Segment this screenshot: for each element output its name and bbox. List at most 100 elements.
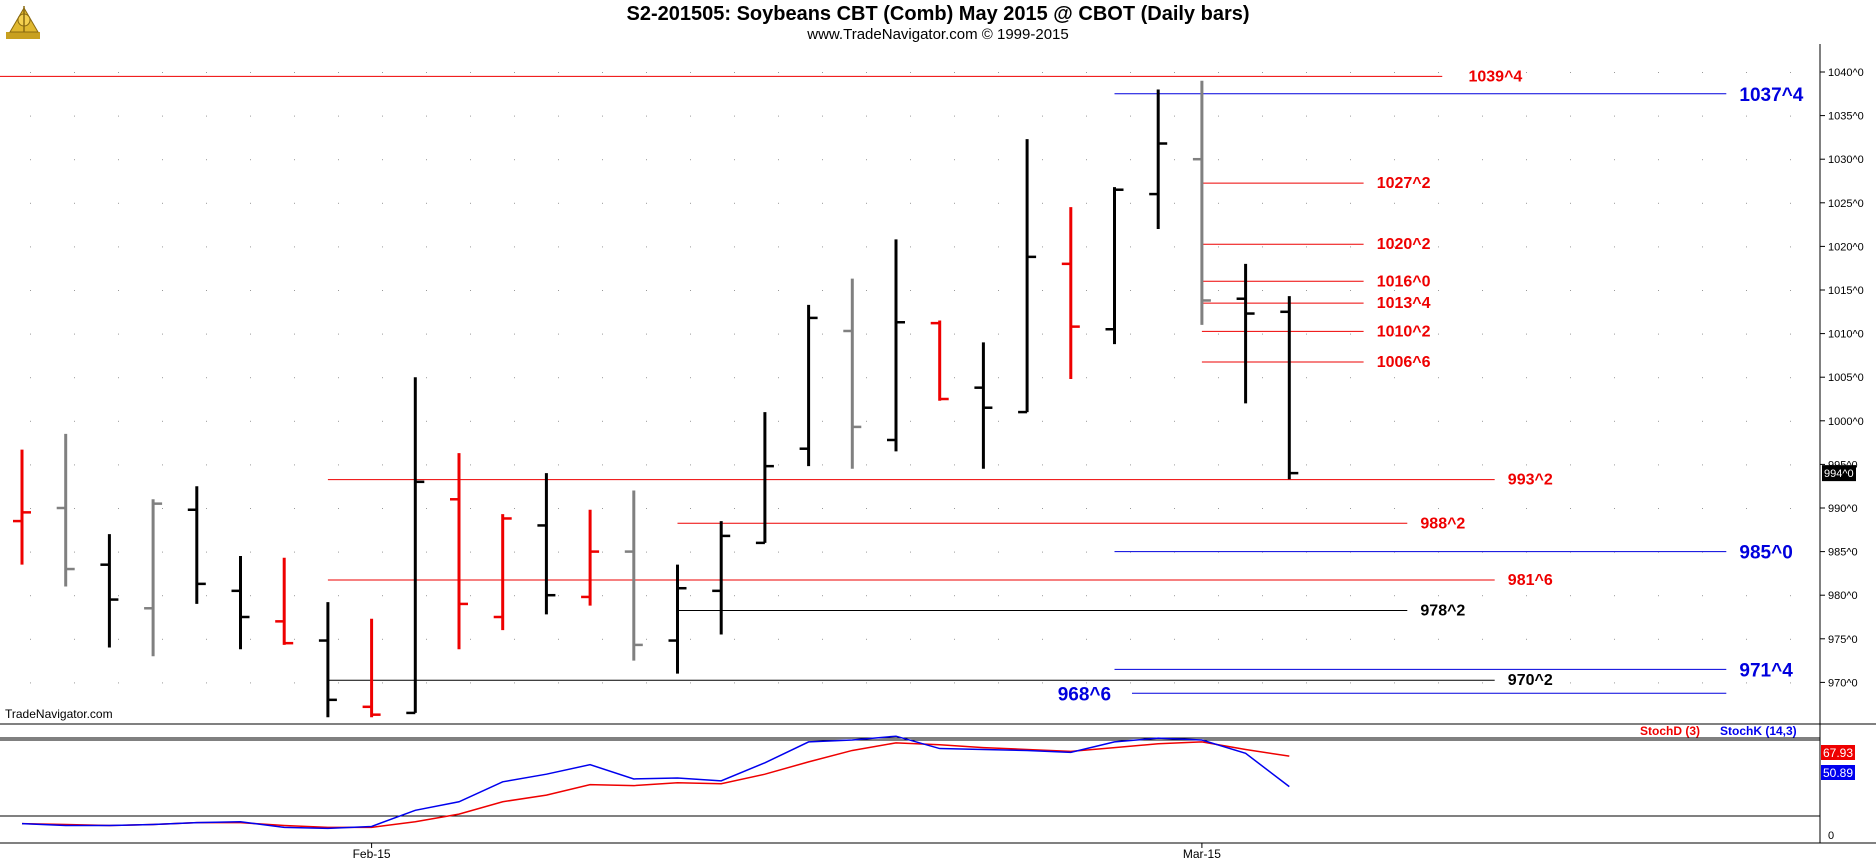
grid-dot: [690, 333, 691, 335]
grid-dot: [1790, 159, 1791, 161]
grid-dot: [866, 202, 867, 204]
grid-dot: [1482, 464, 1483, 466]
grid-dot: [162, 115, 163, 117]
grid-dot: [690, 551, 691, 553]
grid-dot: [998, 333, 999, 335]
grid-dot: [1790, 377, 1791, 379]
y-axis-tick-label: 970^0: [1828, 677, 1858, 689]
grid-dot: [998, 159, 999, 161]
grid-dot: [382, 464, 383, 466]
grid-dot: [1394, 638, 1395, 640]
grid-dot: [382, 595, 383, 597]
grid-dot: [1350, 115, 1351, 117]
grid-dot: [998, 464, 999, 466]
grid-dot: [118, 246, 119, 248]
grid-dot: [206, 246, 207, 248]
grid-dot: [690, 115, 691, 117]
grid-dot: [998, 72, 999, 73]
grid-dot: [1306, 508, 1307, 509]
grid-dot: [646, 638, 647, 640]
grid-dot: [470, 159, 471, 161]
grid-dot: [778, 551, 779, 553]
grid-dot: [426, 551, 427, 553]
grid-dot: [338, 638, 339, 640]
grid-dot: [690, 159, 691, 161]
grid-dot: [646, 72, 647, 73]
grid-dot: [1438, 595, 1439, 597]
y-axis-tick-label: 975^0: [1828, 634, 1858, 646]
grid-dot: [514, 333, 515, 335]
grid-dot: [206, 202, 207, 204]
grid-dot: [250, 638, 251, 640]
grid-dot: [206, 420, 207, 422]
grid-dot: [514, 72, 515, 73]
grid-dot: [250, 508, 251, 509]
grid-dot: [866, 246, 867, 248]
grid-dot: [1174, 159, 1175, 161]
grid-dot: [1174, 464, 1175, 466]
grid-dot: [206, 333, 207, 335]
grid-dot: [1174, 333, 1175, 335]
grid-dot: [1042, 638, 1043, 640]
grid-dot: [1526, 72, 1527, 73]
grid-dot: [1482, 202, 1483, 204]
grid-dot: [1570, 290, 1571, 291]
grid-dot: [1482, 682, 1483, 684]
grid-dot: [470, 464, 471, 466]
level-label-1006^6: 1006^6: [1377, 354, 1431, 371]
grid-dot: [822, 420, 823, 422]
grid-dot: [382, 290, 383, 291]
grid-dot: [1218, 115, 1219, 117]
grid-dot: [866, 508, 867, 509]
grid-dot: [1130, 72, 1131, 73]
grid-dot: [1438, 290, 1439, 291]
grid-dot: [690, 638, 691, 640]
grid-dot: [778, 377, 779, 379]
grid-dot: [1570, 595, 1571, 597]
grid-dot: [1086, 682, 1087, 684]
grid-dot: [294, 290, 295, 291]
grid-dot: [1086, 290, 1087, 291]
grid-dot: [1218, 377, 1219, 379]
grid-dot: [294, 464, 295, 466]
grid-dot: [1218, 202, 1219, 204]
grid-dot: [822, 551, 823, 553]
grid-dot: [1614, 464, 1615, 466]
grid-dot: [1086, 333, 1087, 335]
grid-dot: [1702, 377, 1703, 379]
grid-dot: [514, 290, 515, 291]
grid-dot: [558, 377, 559, 379]
grid-dot: [602, 333, 603, 335]
grid-dot: [1174, 420, 1175, 422]
grid-dot: [1042, 246, 1043, 248]
grid-dot: [74, 115, 75, 117]
grid-dot: [250, 72, 251, 73]
grid-dot: [1526, 246, 1527, 248]
grid-dot: [1262, 333, 1263, 335]
grid-dot: [382, 682, 383, 684]
grid-dot: [602, 595, 603, 597]
grid-dot: [1086, 551, 1087, 553]
grid-dot: [1482, 377, 1483, 379]
grid-dot: [338, 159, 339, 161]
grid-dot: [74, 333, 75, 335]
grid-dot: [338, 551, 339, 553]
grid-dot: [338, 333, 339, 335]
grid-dot: [162, 595, 163, 597]
grid-dot: [954, 333, 955, 335]
grid-dot: [294, 638, 295, 640]
grid-dot: [1042, 464, 1043, 466]
last-price-label: 994^0: [1824, 468, 1854, 480]
grid-dot: [74, 246, 75, 248]
grid-dot: [162, 638, 163, 640]
grid-dot: [382, 333, 383, 335]
grid-dot: [1306, 420, 1307, 422]
grid-dot: [734, 508, 735, 509]
grid-dot: [558, 638, 559, 640]
grid-dot: [1482, 115, 1483, 117]
grid-dot: [778, 246, 779, 248]
grid-dot: [1746, 420, 1747, 422]
grid-dot: [338, 115, 339, 117]
grid-dot: [470, 420, 471, 422]
grid-dot: [866, 595, 867, 597]
